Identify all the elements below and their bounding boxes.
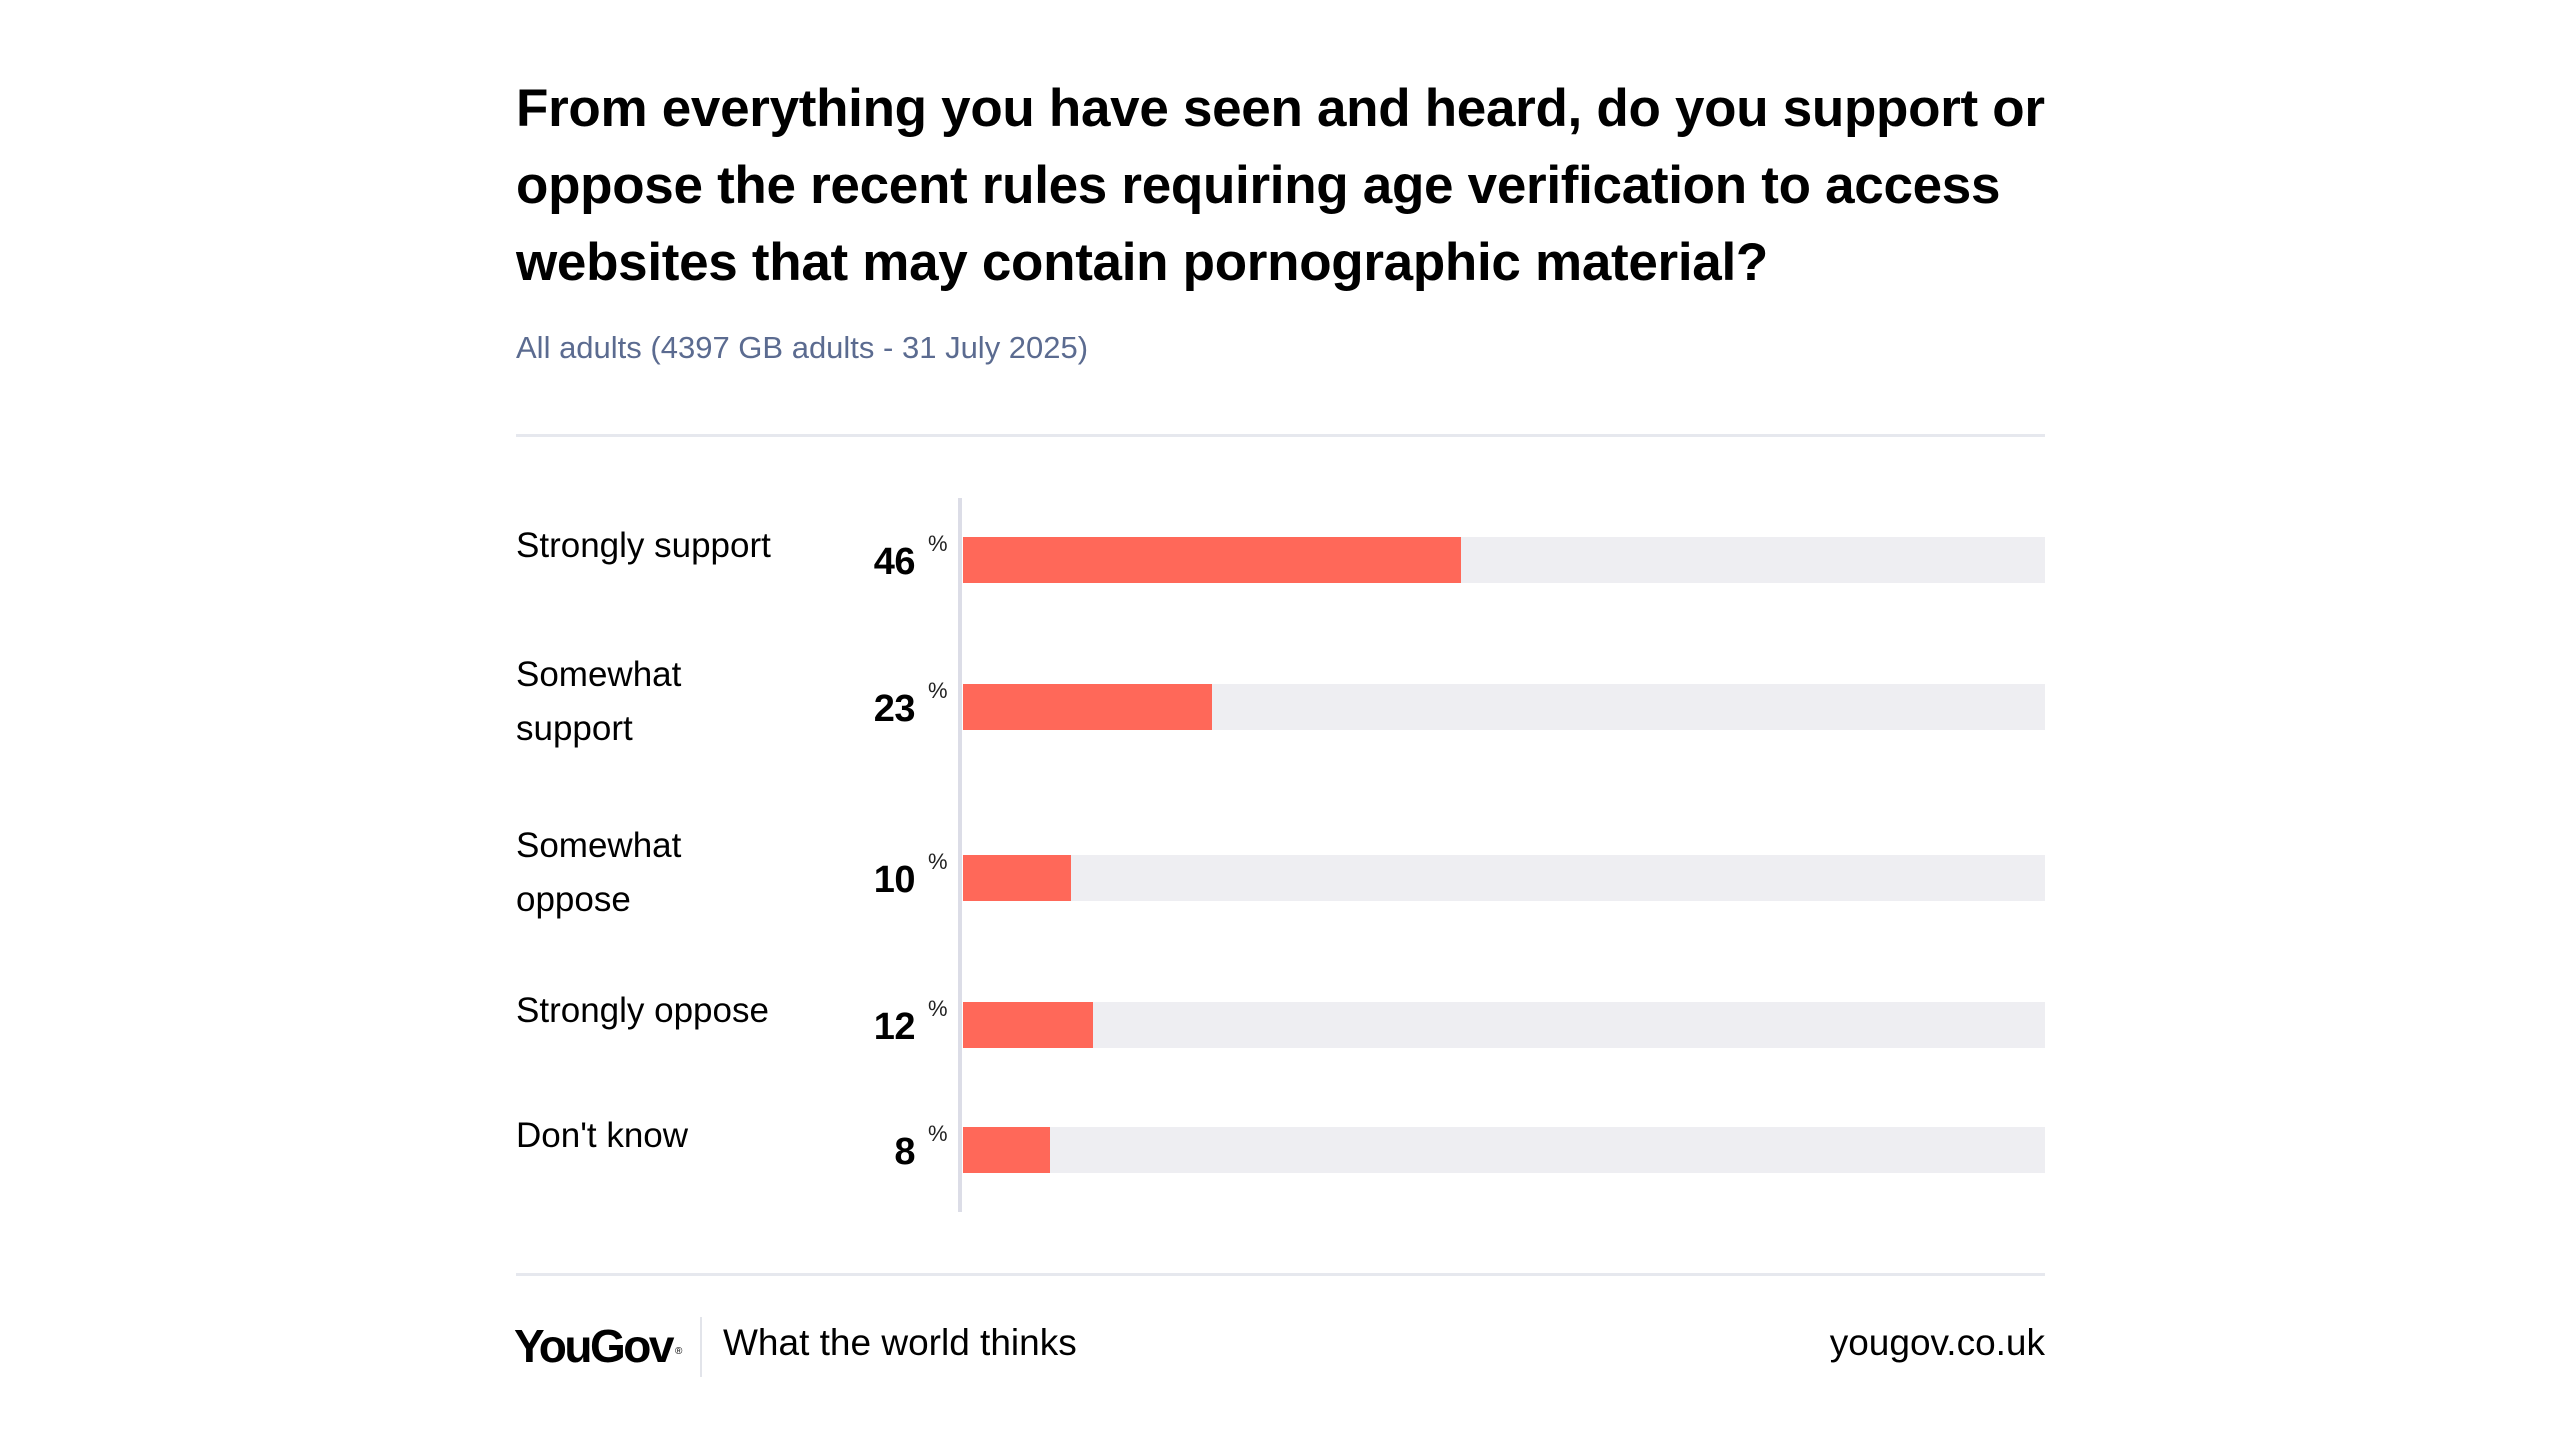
row-unit: %: [928, 678, 948, 703]
registered-mark-icon: ®: [674, 1346, 683, 1357]
footer-divider: [516, 1273, 2045, 1276]
row-label: Don't know: [516, 1116, 689, 1155]
row-unit: %: [928, 531, 948, 556]
bar-fill: [963, 855, 1072, 901]
row-label: Somewhat oppose: [516, 826, 682, 919]
row-unit: %: [928, 996, 948, 1021]
row-value: 12: [873, 1006, 916, 1048]
chart-subtitle: All adults (4397 GB adults - 31 July 202…: [516, 330, 1089, 365]
row-value: 8: [894, 1131, 915, 1173]
chart-title: From everything you have seen and heard,…: [516, 79, 2045, 292]
bar-track: [963, 1002, 2045, 1048]
bar-fill: [963, 537, 1461, 583]
row-unit: %: [928, 1121, 948, 1146]
bar-track: [963, 537, 2045, 583]
header-divider: [516, 434, 2045, 437]
row-unit: %: [928, 849, 948, 874]
row-label: Strongly oppose: [516, 991, 769, 1030]
bar-fill: [963, 684, 1212, 730]
bar-row-strongly-oppose: Strongly oppose 12 %: [516, 991, 2045, 1048]
row-label: Strongly support: [516, 526, 771, 565]
bar-fill: [963, 1002, 1093, 1048]
yougov-logo: YouGov ®: [514, 1318, 682, 1374]
row-value: 46: [873, 541, 916, 583]
bar-track: [963, 684, 2045, 730]
row-label: Somewhat support: [516, 655, 682, 748]
bar-row-somewhat-oppose: Somewhat oppose 10 %: [516, 826, 2045, 919]
bar-row-dont-know: Don't know 8 %: [516, 1116, 2045, 1173]
footer-separator: [700, 1317, 702, 1377]
logo-text: YouGov: [514, 1320, 674, 1372]
bar-track: [963, 1127, 2045, 1173]
chart-axis-line: [958, 498, 962, 1212]
footer-url-link[interactable]: yougov.co.uk: [1829, 1322, 2045, 1363]
bar-fill: [963, 1127, 1050, 1173]
row-value: 10: [873, 859, 916, 901]
footer-tagline: What the world thinks: [723, 1322, 1077, 1363]
bar-track: [963, 855, 2045, 901]
bar-row-strongly-support: Strongly support 46 %: [516, 526, 2045, 583]
row-value: 23: [873, 688, 916, 730]
bar-row-somewhat-support: Somewhat support 23 %: [516, 655, 2045, 748]
